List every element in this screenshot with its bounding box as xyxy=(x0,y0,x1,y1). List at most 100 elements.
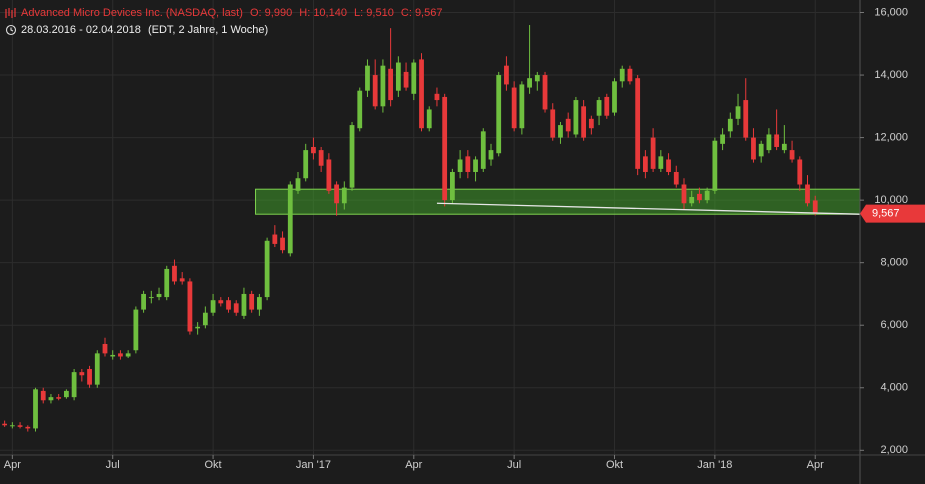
x-tick-label: Jan '17 xyxy=(296,459,331,471)
y-tick-label: 12,000 xyxy=(874,132,908,144)
candle-body xyxy=(233,303,239,313)
candle-body xyxy=(395,62,401,91)
candle-body xyxy=(689,197,695,204)
candle-body xyxy=(133,309,139,351)
candle-body xyxy=(87,369,92,385)
x-tick-label: Jul xyxy=(106,459,120,471)
candle-body xyxy=(388,68,394,101)
x-tick-label: Apr xyxy=(405,459,422,471)
candle-body xyxy=(588,118,594,129)
candle-body xyxy=(164,268,170,298)
candle-body xyxy=(758,143,764,157)
candle-body xyxy=(442,96,448,201)
ohlc-key: C: xyxy=(401,7,412,19)
header-icon xyxy=(5,8,16,18)
candle-body xyxy=(2,423,8,426)
ohlc-value: 10,140 xyxy=(313,7,347,19)
candle-body xyxy=(411,62,417,94)
candle-body xyxy=(565,118,571,132)
x-tick-label: Okt xyxy=(606,459,623,471)
candle-body xyxy=(71,372,77,398)
x-tick-label: Apr xyxy=(807,459,824,471)
candle-body xyxy=(210,300,216,313)
x-tick-label: Apr xyxy=(4,459,21,471)
ohlc-key: H: xyxy=(299,7,310,19)
candle-body xyxy=(449,171,455,201)
x-tick-label: Jan '18 xyxy=(697,459,732,471)
header-line: Advanced Micro Devices Inc. (NASDAQ, las… xyxy=(21,7,442,19)
candle-body xyxy=(457,159,463,172)
candle-body xyxy=(635,78,641,169)
candle-body xyxy=(125,353,131,357)
candle-body xyxy=(789,150,795,160)
instrument-name: Advanced Micro Devices Inc. (NASDAQ, las… xyxy=(21,7,243,19)
candle-body xyxy=(187,281,193,332)
candle-body xyxy=(720,134,725,144)
candle-body xyxy=(172,265,177,282)
y-tick-label: 2,000 xyxy=(880,444,908,456)
candle-body xyxy=(627,68,633,82)
candle-body xyxy=(658,156,664,169)
candle-body xyxy=(488,150,494,160)
candle-body xyxy=(697,193,702,201)
y-tick-label: 4,000 xyxy=(880,382,908,394)
candle-body xyxy=(226,300,231,310)
candle-body xyxy=(673,171,679,185)
candle-body xyxy=(326,159,332,191)
candle-body xyxy=(781,143,787,151)
candle-body xyxy=(156,293,162,298)
last-price-tag xyxy=(860,204,925,223)
candle-body xyxy=(650,137,656,169)
candle-body xyxy=(504,65,509,85)
y-tick-label: 14,000 xyxy=(874,69,908,81)
candle-body xyxy=(727,118,733,132)
y-tick-label: 8,000 xyxy=(880,257,908,269)
ohlc-key: L: xyxy=(354,7,363,19)
candle-body xyxy=(797,159,803,185)
candle-body xyxy=(349,125,355,188)
candle-body xyxy=(573,100,579,135)
x-tick-label: Okt xyxy=(205,459,222,471)
candle-body xyxy=(542,75,548,110)
candle-body xyxy=(619,68,625,82)
candle-body xyxy=(110,354,116,357)
candle-body xyxy=(743,100,749,138)
candle-body xyxy=(48,397,54,401)
ohlc-value: 9,510 xyxy=(366,7,394,19)
candle-body xyxy=(511,87,517,129)
candle-body xyxy=(264,240,270,298)
candle-body xyxy=(550,109,556,138)
candle-body xyxy=(434,93,440,101)
candle-body xyxy=(426,109,432,129)
candle-body xyxy=(218,300,224,304)
candle-body xyxy=(303,150,309,179)
last-price-label: 9,567 xyxy=(872,208,900,220)
y-tick-label: 10,000 xyxy=(874,194,908,206)
candle-body xyxy=(581,106,587,138)
candle-body xyxy=(812,200,818,214)
candle-body xyxy=(148,297,154,299)
candle-body xyxy=(9,425,15,427)
ohlc-value: 9,567 xyxy=(415,7,443,19)
candle-body xyxy=(774,134,780,147)
candle-body xyxy=(465,156,471,172)
candle-body xyxy=(704,190,710,201)
y-tick-label: 16,000 xyxy=(874,6,908,18)
date-range: 28.03.2016 - 02.04.2018 xyxy=(21,24,141,36)
candle-body xyxy=(751,137,756,160)
trendline xyxy=(436,202,861,215)
candle-body xyxy=(40,390,46,401)
candle-body xyxy=(17,425,23,427)
candle-body xyxy=(527,78,532,88)
candle-body xyxy=(249,293,255,310)
candle-body xyxy=(202,312,208,326)
candle-body xyxy=(280,237,285,251)
ohlc-value: 9,990 xyxy=(265,7,293,19)
y-tick-label: 6,000 xyxy=(880,319,908,331)
candle-body xyxy=(287,184,293,254)
candle-body xyxy=(558,125,563,138)
candle-body xyxy=(473,159,478,172)
candle-body xyxy=(496,75,502,154)
candle-body xyxy=(365,65,370,91)
